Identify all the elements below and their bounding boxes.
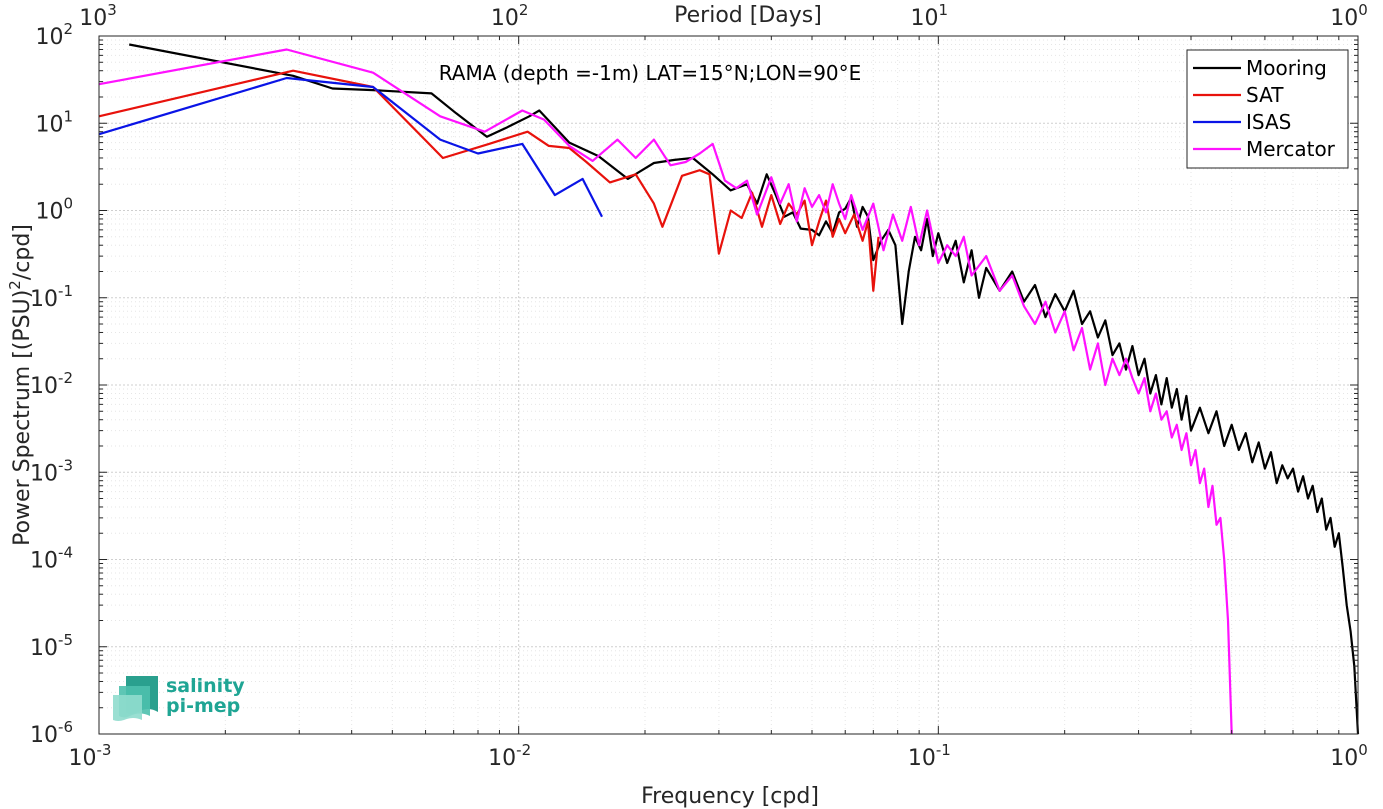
logo-waves-icon <box>113 676 158 721</box>
axis-ticks <box>98 35 1359 735</box>
y-tick-label: 100 <box>35 195 73 225</box>
tick-labels: 10-3 10-2 10-1 100 10-6 10-5 10-4 10-3 10-2 10-1 1… <box>30 1 1368 771</box>
x-tick-label: 100 <box>1330 741 1368 771</box>
series-layer <box>98 43 1360 735</box>
top-tick-label: 101 <box>911 1 949 31</box>
series-line-sat <box>98 69 880 292</box>
top-tick-label: 103 <box>79 1 117 31</box>
legend: Mooring SAT ISAS Mercator <box>1186 49 1349 169</box>
y-tick-label: 10-2 <box>30 369 73 399</box>
top-tick-label: 100 <box>1330 1 1368 31</box>
salinity-pi-mep-logo: salinity pi-mep <box>113 675 245 721</box>
y-tick-label: 102 <box>35 20 73 50</box>
top-tick-label: 102 <box>491 1 529 31</box>
chart-title: RAMA (depth =-1m) LAT=15°N;LON=90°E <box>439 61 862 85</box>
legend-label: Mercator <box>1246 137 1336 161</box>
x-tick-label: 10-3 <box>69 741 112 771</box>
y-tick-label: 10-1 <box>30 282 73 312</box>
x-tick-label: 10-1 <box>908 741 951 771</box>
legend-label: ISAS <box>1246 110 1291 134</box>
top-x-axis-label: Period [Days] <box>674 3 822 28</box>
y-tick-label: 10-6 <box>30 718 73 748</box>
logo-text-line2: pi-mep <box>166 695 240 717</box>
y-axis-label: Power Spectrum [(PSU)2/cpd] <box>6 224 35 546</box>
legend-label: Mooring <box>1246 56 1327 80</box>
y-tick-label: 10-4 <box>30 544 73 574</box>
series-line-mercator <box>98 48 1233 735</box>
series-line-isas <box>98 76 603 218</box>
x-axis-label: Frequency [cpd] <box>641 784 819 809</box>
y-tick-label: 10-5 <box>30 631 73 661</box>
grid <box>99 36 1358 734</box>
logo-text-line1: salinity <box>166 675 245 697</box>
y-tick-label: 10-3 <box>30 456 73 486</box>
x-tick-label: 10-2 <box>488 741 531 771</box>
legend-label: SAT <box>1246 83 1284 107</box>
y-tick-label: 101 <box>35 107 73 137</box>
